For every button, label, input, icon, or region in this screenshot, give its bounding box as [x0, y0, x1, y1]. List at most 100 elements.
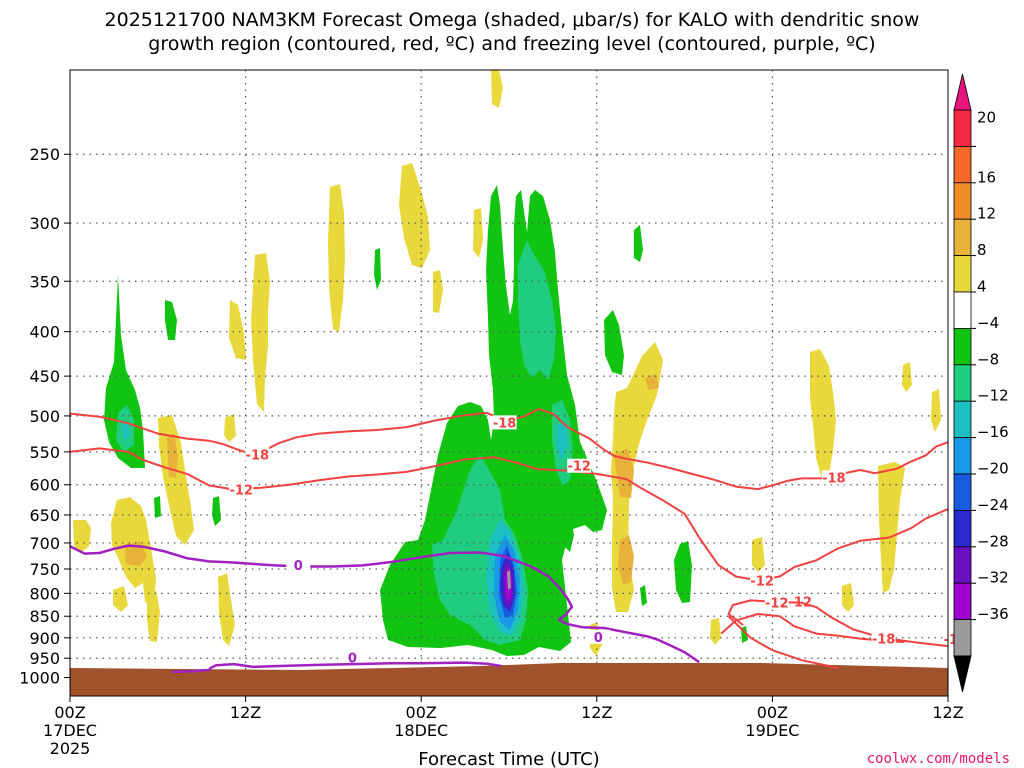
- colorbar-segment: [953, 255, 972, 293]
- colorbar-segment: [953, 182, 972, 220]
- chart-title-line1: 2025121700 NAM3KM Forecast Omega (shaded…: [105, 9, 920, 31]
- colorbar-bottom-arrow: [953, 655, 972, 693]
- colorbar-label: −12: [977, 387, 1009, 405]
- credit-text: coolwx.com/models: [867, 751, 1010, 767]
- colorbar-segment: [953, 400, 972, 439]
- colorbar-label: −28: [977, 532, 1009, 550]
- x-tick-label: 00Z: [54, 703, 85, 722]
- dgz-contour-label-bg: [821, 470, 846, 485]
- y-tick-label: 1000: [19, 669, 60, 688]
- freezing-contour-label-bg: [586, 629, 611, 644]
- dgz-contour-label: -12: [567, 460, 591, 475]
- colorbar-segment: [953, 582, 972, 621]
- y-axis: 250 300 350 400 450 500 550 600 650 700 750 800 850 9…: [19, 145, 70, 688]
- freezing-contour: [69, 544, 700, 664]
- dgz-contour-label-bg: [764, 595, 789, 610]
- y-tick-label: 500: [29, 407, 60, 426]
- x-tick-label: 12Z: [230, 703, 261, 722]
- ground-terrain: [70, 663, 948, 696]
- x-tick-date: 17DEC: [43, 721, 97, 740]
- dgz-contour: [69, 447, 949, 582]
- colorbar-label: 16: [977, 168, 996, 186]
- y-tick-label: 900: [29, 629, 60, 648]
- colorbar-label: −16: [977, 423, 1009, 441]
- freezing-contour-label-bg: [286, 557, 311, 572]
- dgz-contour: [720, 613, 905, 643]
- colorbar-segment: [953, 218, 972, 256]
- dgz-contour-label-bg: [750, 573, 775, 588]
- freezing-contour-label: 0: [594, 631, 603, 646]
- colorbar: 20 16 12 8 4 −4 −8 −12 −16 −20 −24 −28 −32 −36: [953, 73, 1009, 693]
- y-tick-label: 450: [29, 367, 60, 386]
- colorbar-segment: [953, 437, 972, 475]
- y-tick-label: 300: [29, 214, 60, 233]
- x-tick-label: 12Z: [581, 703, 612, 722]
- dgz-contour-label-bg: [567, 458, 592, 473]
- plot-frame: [69, 69, 949, 697]
- y-tick-label: 250: [29, 145, 60, 164]
- y-tick-label: 850: [29, 607, 60, 626]
- x-tick-year: 2025: [50, 739, 91, 758]
- colorbar-segment: [953, 109, 972, 147]
- colorbar-label: −36: [977, 605, 1009, 623]
- colorbar-label: −8: [977, 350, 999, 368]
- colorbar-label: −4: [977, 314, 999, 332]
- dgz-contour: [727, 615, 839, 669]
- dgz-contour-label-bg: [245, 447, 270, 462]
- y-tick-label: 650: [29, 506, 60, 525]
- y-tick-label: 950: [29, 649, 60, 668]
- colorbar-label: 8: [977, 241, 987, 259]
- colorbar-segment: [953, 509, 972, 548]
- freezing-contour-label: 0: [348, 652, 357, 667]
- colorbar-label: 20: [977, 108, 996, 126]
- omega-region-green: [104, 185, 748, 656]
- dgz-contour-label-bg: [871, 631, 896, 646]
- dgz-contour-label: -18: [872, 632, 896, 647]
- colorbar-segment: [953, 145, 972, 184]
- x-tick-label: 12Z: [932, 703, 963, 722]
- x-tick-date: 19DEC: [745, 721, 799, 740]
- x-tick-label: 00Z: [757, 703, 788, 722]
- y-tick-label: 700: [29, 534, 60, 553]
- dgz-contour-label: -18: [246, 448, 270, 463]
- freezing-contour: [172, 661, 502, 674]
- colorbar-segment: [953, 364, 972, 402]
- dgz-contour-label-bg: [229, 482, 254, 497]
- colorbar-segment: [953, 473, 972, 511]
- freezing-contour-label-bg: [340, 650, 365, 665]
- colorbar-label: 4: [977, 278, 987, 296]
- y-tick-label: 350: [29, 272, 60, 291]
- dgz-contour-label: -12: [750, 574, 774, 589]
- freezing-contour-label: 0: [294, 559, 303, 574]
- omega-region-gray: [507, 570, 511, 590]
- x-axis-label: Forecast Time (UTC): [418, 749, 599, 768]
- dgz-contour-label: -12: [229, 483, 253, 498]
- x-tick-label: 00Z: [406, 703, 437, 722]
- dgz-contour-label: -12: [765, 597, 789, 612]
- omega-region-teal: [116, 240, 573, 645]
- y-tick-label: 600: [29, 476, 60, 495]
- y-tick-label: 400: [29, 323, 60, 342]
- colorbar-label: −24: [977, 496, 1009, 514]
- colorbar-segment: [953, 546, 972, 584]
- y-tick-label: 750: [29, 560, 60, 579]
- x-tick-date: 18DEC: [394, 721, 448, 740]
- y-tick-label: 550: [29, 443, 60, 462]
- colorbar-label: −32: [977, 569, 1009, 587]
- dgz-contour-label: -18: [822, 471, 846, 486]
- chart-title-line2: growth region (contoured, red, ºC) and f…: [148, 33, 875, 55]
- plot-grid: [70, 70, 948, 696]
- colorbar-segment: [953, 291, 972, 329]
- y-tick-label: 800: [29, 584, 60, 603]
- colorbar-top-arrow: [953, 73, 972, 111]
- colorbar-label: −20: [977, 460, 1009, 478]
- colorbar-segment: [953, 619, 972, 657]
- colorbar-segment: [953, 327, 972, 366]
- dgz-contour: [727, 599, 949, 648]
- colorbar-label: 12: [977, 205, 996, 223]
- dgz-contour-label-bg: [492, 415, 517, 430]
